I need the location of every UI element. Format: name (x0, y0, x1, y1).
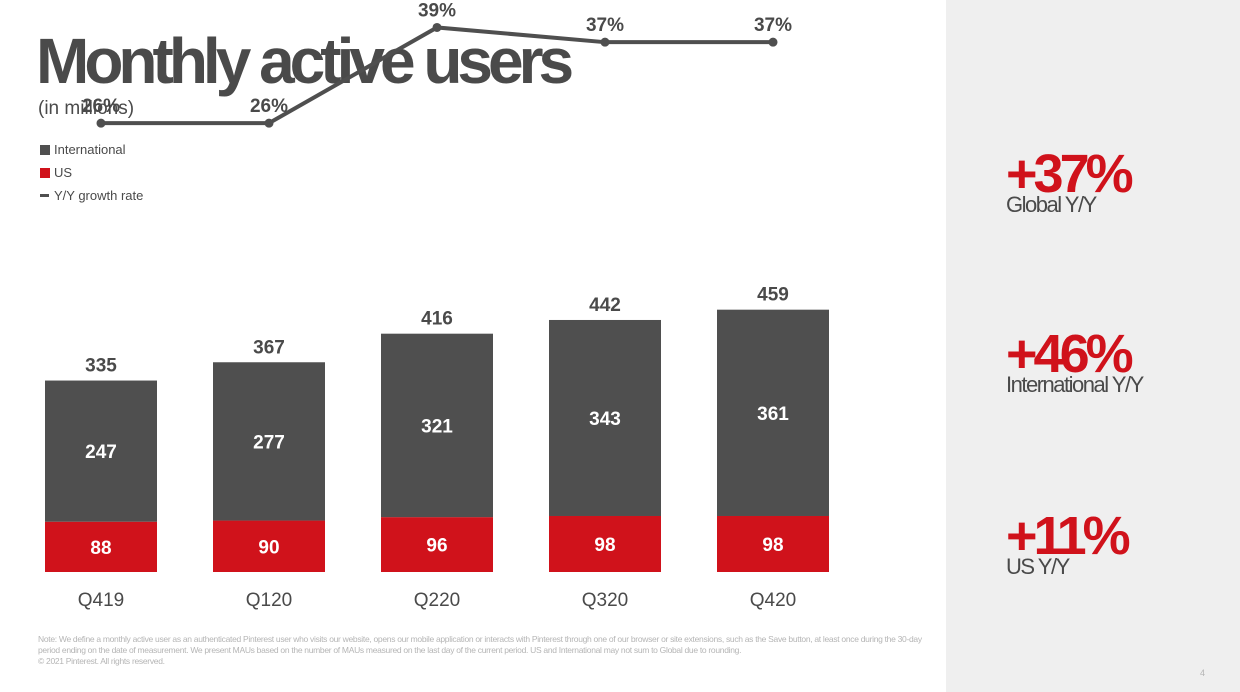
legend-item-growth: Y/Y growth rate (40, 184, 143, 207)
stat-global-label: Global Y/Y (1006, 192, 1097, 217)
legend-item-us: US (40, 161, 143, 184)
stat-us: +11% US Y/Y (1006, 506, 1131, 579)
data-label-us: 98 (594, 535, 615, 556)
data-label-us: 98 (762, 535, 783, 556)
bar-us (549, 515, 661, 572)
legend-label-international: International (54, 142, 126, 157)
footnote-text: Note: We define a monthly active user as… (38, 634, 922, 655)
footnote: Note: We define a monthly active user as… (38, 634, 938, 667)
highlights-panel (946, 0, 1240, 692)
growth-rate-point (96, 118, 106, 128)
data-label-us: 88 (90, 538, 111, 559)
growth-rate-label: 39% (418, 0, 456, 21)
bar-us (717, 515, 829, 572)
bar-international (549, 319, 661, 516)
stat-us-value: +11% (1006, 506, 1131, 566)
data-label-international: 247 (85, 442, 117, 463)
stat-international-value: +46% (1006, 324, 1134, 384)
mau-chart: 88 247 335 Q419 90 277 367 Q120 96 321 416 Q220 98 34… (45, 0, 829, 611)
category-label: Q420 (750, 590, 796, 611)
growth-rate-point (264, 118, 274, 128)
stat-us-label: US Y/Y (1006, 554, 1070, 579)
legend-label-growth: Y/Y growth rate (54, 188, 144, 203)
growth-rate-point (600, 37, 610, 47)
data-label-total: 335 (85, 356, 117, 377)
data-label-international: 361 (757, 404, 789, 425)
growth-rate-label: 26% (250, 96, 288, 117)
growth-rate-point (768, 37, 778, 47)
bar-us (213, 520, 325, 572)
legend-swatch-growth (40, 194, 49, 197)
bar-international (717, 309, 829, 516)
growth-rate-point (432, 22, 442, 32)
bar-international (381, 333, 493, 518)
data-label-total: 416 (421, 309, 453, 330)
stat-global: +37% Global Y/Y (1006, 144, 1134, 217)
page-subtitle: (in millions) (38, 98, 135, 119)
data-label-international: 277 (253, 432, 285, 453)
growth-rate-line (101, 25, 773, 126)
legend-swatch-us (40, 167, 50, 178)
category-label: Q220 (414, 590, 460, 611)
page-number: 4 (1200, 668, 1206, 678)
bar-international (213, 362, 325, 521)
page-title: Monthly active users (36, 25, 574, 97)
copyright: © 2021 Pinterest. All rights reserved. (38, 656, 165, 666)
category-label: Q120 (246, 590, 292, 611)
bar-us (381, 517, 493, 572)
stat-international-label: International Y/Y (1006, 372, 1144, 397)
data-label-total: 367 (253, 337, 285, 358)
legend-swatch-international (40, 144, 50, 155)
data-label-international: 321 (421, 416, 453, 437)
bar-international (45, 380, 157, 522)
category-label: Q419 (78, 590, 124, 611)
data-label-us: 90 (258, 537, 279, 558)
legend-label-us: US (54, 165, 73, 180)
chart-legend: International US Y/Y growth rate (40, 138, 143, 207)
growth-rate-label: 26% (82, 96, 120, 117)
stat-global-value: +37% (1006, 144, 1134, 204)
bar-us (45, 521, 157, 572)
data-label-international: 343 (589, 409, 621, 430)
legend-item-international: International (40, 138, 143, 161)
stat-international: +46% International Y/Y (1006, 324, 1144, 397)
category-label: Q320 (582, 590, 628, 611)
growth-rate-label: 37% (754, 15, 792, 36)
growth-rate-label: 37% (586, 15, 624, 36)
data-label-total: 442 (589, 295, 621, 316)
data-label-us: 96 (426, 536, 447, 557)
data-label-total: 459 (757, 285, 789, 306)
